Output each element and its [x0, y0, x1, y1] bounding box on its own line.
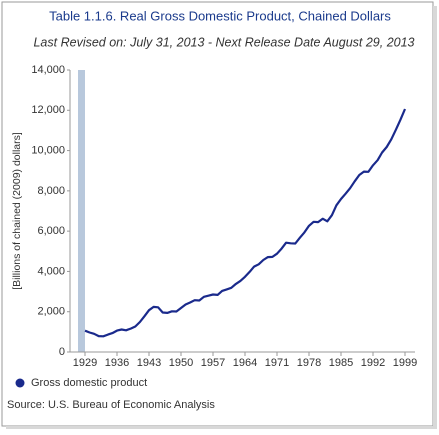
y-tick-label: 4,000: [37, 265, 65, 277]
y-tick-label: 6,000: [37, 225, 65, 237]
chart-subtitle: Last Revised on: July 31, 2013 - Next Re…: [33, 35, 414, 49]
x-tick-label: 1992: [361, 357, 385, 369]
x-tick-label: 1985: [329, 357, 353, 369]
source-note: Source: U.S. Bureau of Economic Analysis: [7, 399, 215, 411]
x-tick-label: 1978: [297, 357, 321, 369]
x-tick-label: 1971: [265, 357, 289, 369]
x-tick-label: 1936: [105, 357, 129, 369]
x-tick-label: 1957: [201, 357, 225, 369]
y-tick-label: 12,000: [31, 104, 65, 116]
x-tick-label: 1964: [233, 357, 257, 369]
y-tick-label: 10,000: [31, 144, 65, 156]
x-tick-label: 1999: [393, 357, 417, 369]
x-tick-label: 1950: [169, 357, 193, 369]
legend-marker: [15, 378, 25, 388]
x-tick-label: 1929: [73, 357, 97, 369]
frame-shadow: [433, 6, 437, 428]
frame-shadow: [6, 426, 437, 429]
data-line: [84, 108, 407, 338]
y-axis-label: [Billions of chained (2009) dollars]: [11, 132, 23, 290]
y-tick-label: 0: [59, 346, 65, 358]
y-tick-label: 8,000: [37, 185, 65, 197]
frame: [1, 1, 434, 427]
x-tick-label: 1943: [137, 357, 161, 369]
legend-label: Gross domestic product: [31, 377, 147, 389]
y-tick-label: 2,000: [37, 306, 65, 318]
y-tick-label: 14,000: [31, 64, 65, 76]
highlight-band: [78, 70, 85, 352]
chart-title: Table 1.1.6. Real Gross Domestic Product…: [49, 8, 391, 23]
